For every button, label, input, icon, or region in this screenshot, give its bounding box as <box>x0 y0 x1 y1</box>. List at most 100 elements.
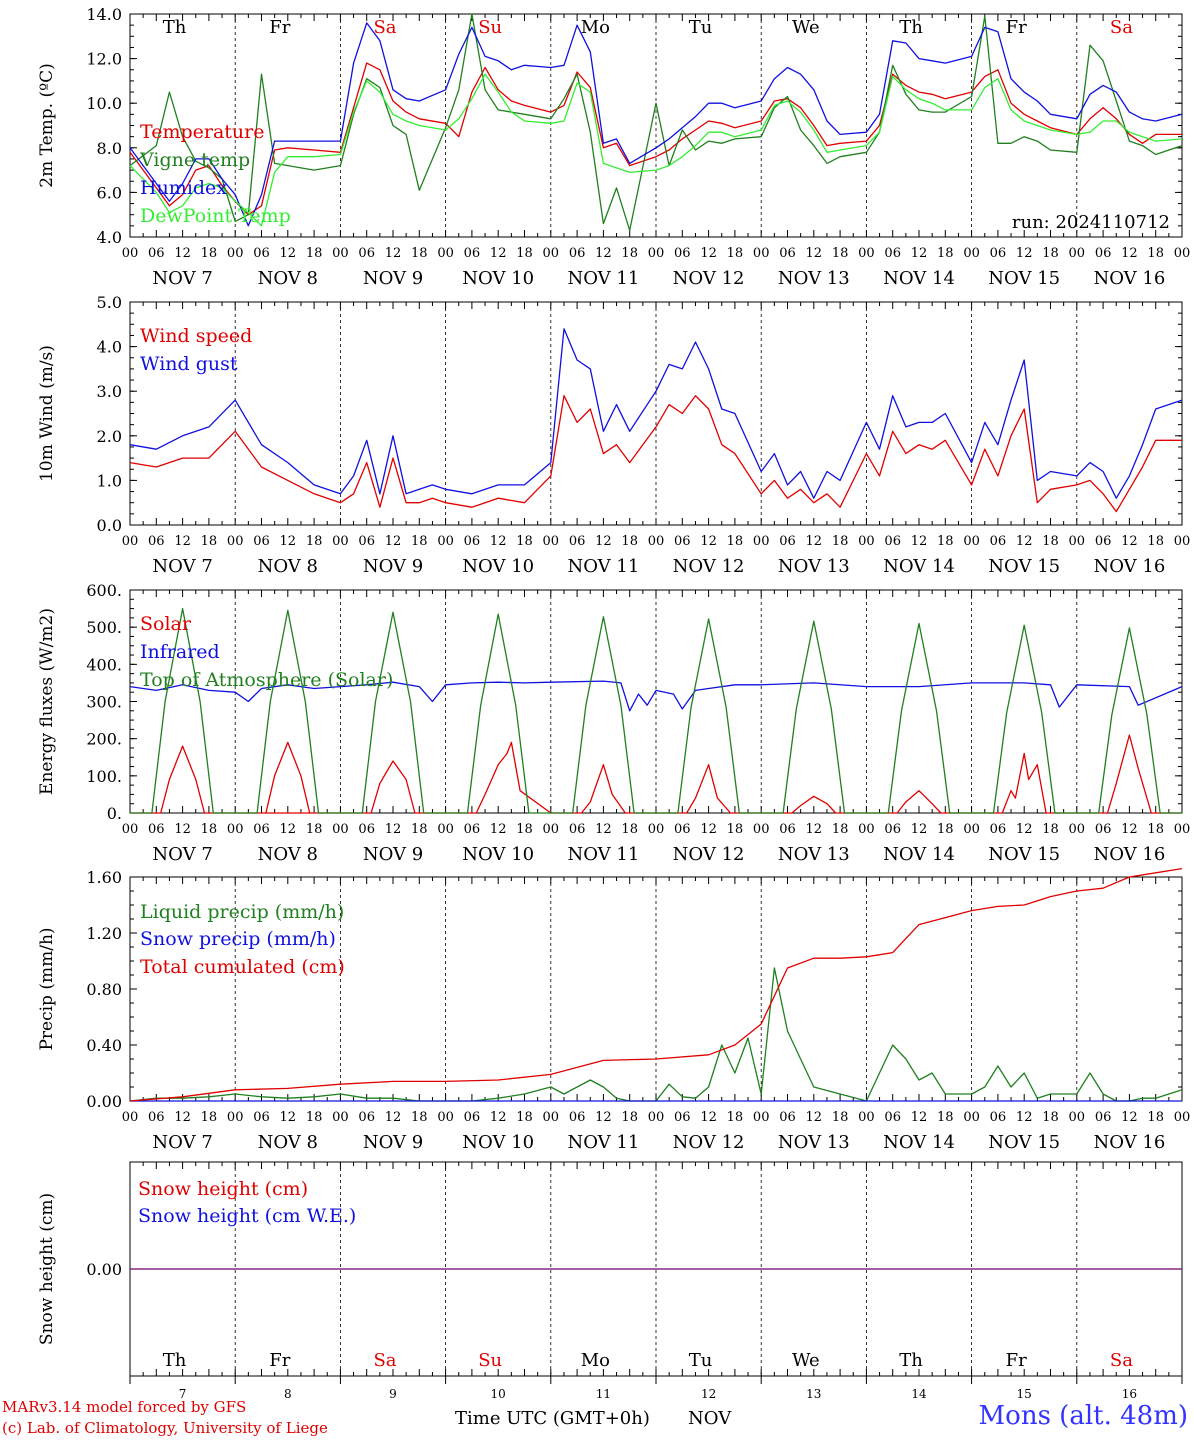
panel-2: 0.0 1.0 2.0 3.0 4.0 5.0 10m Wind (m/s) 00 06 12 18… <box>37 293 1190 577</box>
date-label: NOV 12 <box>673 844 745 865</box>
date-label: NOV 15 <box>988 556 1060 577</box>
hour-tick-label: 12 <box>806 534 823 549</box>
hour-tick-label: 12 <box>174 1110 191 1125</box>
weekday-label-top: Su <box>478 17 502 38</box>
weekday-label-top: Sa <box>1110 17 1133 38</box>
hour-tick-label: 00 <box>858 246 875 261</box>
hour-tick-label: 00 <box>1174 246 1191 261</box>
hour-tick-label: 06 <box>569 822 586 837</box>
hour-tick-label: 18 <box>411 246 428 261</box>
day-number-label: 9 <box>389 1387 397 1401</box>
hour-tick-label: 12 <box>280 534 297 549</box>
y-tick-label: 12.0 <box>86 50 122 69</box>
hour-tick-label: 00 <box>227 246 244 261</box>
date-label: NOV 13 <box>778 1132 850 1153</box>
hour-tick-label: 18 <box>306 246 323 261</box>
hour-tick-label: 06 <box>253 246 270 261</box>
hour-tick-label: 00 <box>963 246 980 261</box>
date-label: NOV 16 <box>1093 844 1165 865</box>
hour-tick-label: 18 <box>1042 534 1059 549</box>
legend-entry: Snow height (cm W.E.) <box>138 1205 356 1227</box>
hour-tick-label: 18 <box>832 822 849 837</box>
series-line <box>129 967 1183 1102</box>
hour-tick-label: 06 <box>464 246 481 261</box>
hour-tick-label: 18 <box>516 822 533 837</box>
weekday-label-bottom: Mo <box>581 1350 610 1371</box>
hour-tick-label: 06 <box>779 822 796 837</box>
hour-tick-label: 18 <box>1042 1110 1059 1125</box>
weekday-label-top: Sa <box>373 17 396 38</box>
hour-tick-label: 18 <box>201 246 218 261</box>
hour-tick-label: 18 <box>306 1110 323 1125</box>
hour-tick-label: 00 <box>963 1110 980 1125</box>
date-label: NOV 9 <box>363 268 423 289</box>
y-tick-label: 0.00 <box>86 1092 122 1111</box>
date-label: NOV 13 <box>778 844 850 865</box>
hour-tick-label: 18 <box>832 1110 849 1125</box>
hour-tick-label: 00 <box>858 822 875 837</box>
date-label: NOV 14 <box>883 556 955 577</box>
hour-tick-label: 06 <box>990 534 1007 549</box>
hour-tick-label: 06 <box>674 822 691 837</box>
hour-tick-label: 18 <box>1147 534 1164 549</box>
hour-tick-label: 06 <box>148 246 165 261</box>
hour-tick-label: 06 <box>464 822 481 837</box>
time-axis-month: NOV <box>688 1408 732 1429</box>
hour-tick-label: 12 <box>1016 534 1033 549</box>
date-label: NOV 14 <box>883 844 955 865</box>
y-tick-label: 1.20 <box>86 924 122 943</box>
hour-tick-label: 00 <box>437 534 454 549</box>
hour-tick-label: 06 <box>990 1110 1007 1125</box>
hour-tick-label: 00 <box>1174 1110 1191 1125</box>
date-label: NOV 16 <box>1093 1132 1165 1153</box>
hour-tick-label: 18 <box>621 534 638 549</box>
y-axis-label: Precip (mm/h) <box>37 927 57 1050</box>
y-tick-label: 0.00 <box>86 1260 122 1279</box>
series-line <box>129 328 1183 499</box>
hour-tick-label: 00 <box>648 534 665 549</box>
weekday-label-bottom: Sa <box>373 1350 396 1371</box>
hour-tick-label: 06 <box>1095 246 1112 261</box>
date-label: NOV 16 <box>1093 268 1165 289</box>
hour-tick-label: 12 <box>911 1110 928 1125</box>
hour-tick-label: 06 <box>358 1110 375 1125</box>
hour-tick-label: 12 <box>595 534 612 549</box>
hour-tick-label: 06 <box>884 534 901 549</box>
y-tick-label: 0.40 <box>86 1036 122 1055</box>
hour-tick-label: 00 <box>122 534 139 549</box>
date-label: NOV 8 <box>258 268 318 289</box>
hour-tick-label: 18 <box>201 822 218 837</box>
hour-tick-label: 00 <box>1174 822 1191 837</box>
date-label: NOV 10 <box>462 556 534 577</box>
hour-tick-label: 18 <box>727 534 744 549</box>
weekday-label-bottom: Su <box>478 1350 502 1371</box>
y-axis-label: Energy fluxes (W/m2) <box>37 608 57 795</box>
hour-tick-label: 12 <box>1121 822 1138 837</box>
hour-tick-label: 06 <box>358 534 375 549</box>
time-axis-title: Time UTC (GMT+0h) <box>455 1408 650 1429</box>
day-number-label: 13 <box>806 1387 821 1401</box>
legend-entry: Wind gust <box>140 353 238 375</box>
weekday-label-top: Tu <box>689 17 713 38</box>
hour-tick-label: 18 <box>621 1110 638 1125</box>
hour-tick-label: 06 <box>464 534 481 549</box>
hour-tick-label: 12 <box>280 1110 297 1125</box>
hour-tick-label: 12 <box>595 1110 612 1125</box>
hour-tick-label: 00 <box>543 822 560 837</box>
series-line <box>129 395 1182 513</box>
day-number-label: 7 <box>179 1387 187 1401</box>
hour-tick-label: 12 <box>595 822 612 837</box>
hour-tick-label: 12 <box>385 1110 402 1125</box>
weekday-label-top: Mo <box>581 17 610 38</box>
hour-tick-label: 06 <box>779 246 796 261</box>
hour-tick-label: 12 <box>700 246 717 261</box>
hour-tick-label: 12 <box>1121 246 1138 261</box>
y-tick-label: 14.0 <box>86 5 122 24</box>
hour-tick-label: 00 <box>963 534 980 549</box>
hour-tick-label: 00 <box>1069 246 1086 261</box>
day-number-label: 15 <box>1017 1387 1032 1401</box>
hour-tick-label: 18 <box>1147 246 1164 261</box>
y-tick-label: 6.0 <box>97 183 122 202</box>
date-label: NOV 15 <box>988 268 1060 289</box>
hour-tick-label: 06 <box>358 246 375 261</box>
